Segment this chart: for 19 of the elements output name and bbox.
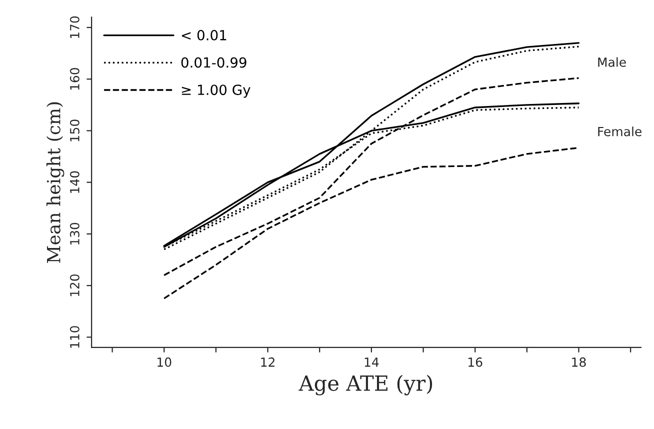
y-tick-label: 150 (70, 120, 80, 142)
annotation: Female (598, 126, 642, 136)
annotation: Male (598, 57, 626, 67)
legend-label: 0.01-0.99 (181, 57, 246, 68)
y-tick-label: 160 (70, 68, 80, 90)
y-tick-label: 120 (70, 274, 80, 296)
y-tick-label: 130 (70, 222, 80, 244)
x-tick-label: 12 (261, 357, 274, 367)
x-tick-label: 16 (468, 357, 482, 367)
y-tick-label: 140 (70, 171, 80, 193)
y-tick-label: 110 (70, 326, 80, 348)
x-tick-label: 14 (364, 358, 379, 367)
x-axis-title: Age ATE (yr) (298, 374, 432, 396)
legend-label: ≥ 1.00 Gy (182, 84, 250, 98)
x-tick-label: 10 (158, 357, 172, 367)
x-tick-label: 18 (572, 357, 586, 367)
y-axis-title: Mean height (cm) (46, 102, 64, 263)
legend-label: < 0.01 (182, 30, 226, 40)
y-tick-label: 170 (70, 16, 80, 38)
